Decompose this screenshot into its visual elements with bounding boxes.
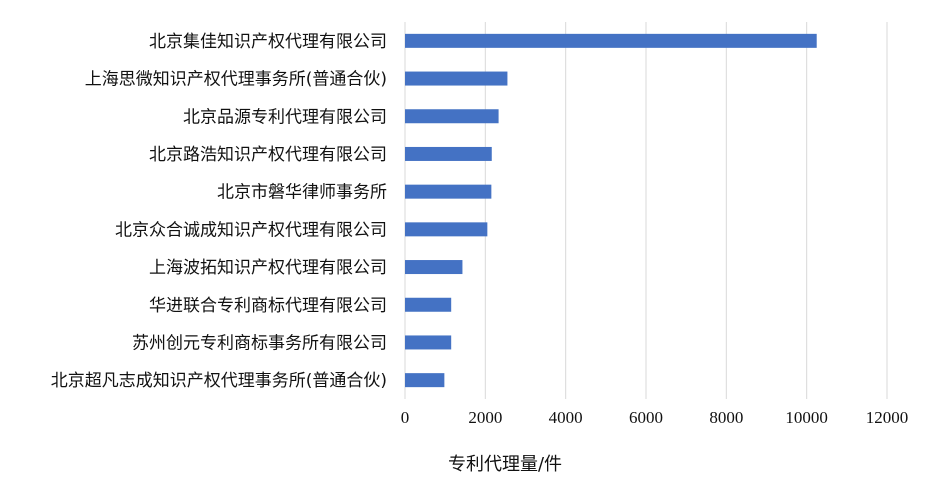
- bar: [405, 109, 499, 124]
- x-tick-label: 12000: [866, 408, 909, 427]
- category-label: 北京路浩知识产权代理有限公司: [149, 145, 387, 165]
- x-tick-label: 2000: [468, 408, 502, 427]
- category-label: 北京品源专利代理有限公司: [183, 107, 387, 127]
- x-tick-label: 8000: [709, 408, 743, 427]
- bar: [405, 335, 452, 350]
- bar: [405, 71, 508, 86]
- bar: [405, 33, 817, 48]
- x-tick-label: 10000: [785, 408, 828, 427]
- category-label: 上海思微知识产权代理事务所(普通合伙): [85, 70, 387, 90]
- category-label: 上海波拓知识产权代理有限公司: [149, 258, 387, 278]
- bar: [405, 297, 452, 312]
- x-tick-label: 6000: [629, 408, 663, 427]
- x-tick-label: 4000: [549, 408, 583, 427]
- bar: [405, 222, 488, 237]
- category-label: 北京市磐华律师事务所: [217, 183, 387, 203]
- bar: [405, 184, 492, 199]
- x-tick-labels: 0 2000 4000 6000 8000 10000 12000: [401, 408, 909, 427]
- bar: [405, 146, 492, 161]
- bar: [405, 260, 463, 275]
- category-label: 北京超凡志成知识产权代理事务所(普通合伙): [51, 371, 387, 391]
- category-label: 苏州创元专利商标事务所有限公司: [132, 333, 387, 353]
- category-label: 华进联合专利商标代理有限公司: [149, 296, 387, 316]
- category-label: 北京集佳知识产权代理有限公司: [149, 32, 387, 52]
- bars: [405, 33, 817, 388]
- category-label: 北京众合诚成知识产权代理有限公司: [115, 220, 387, 240]
- x-tick-label: 0: [401, 408, 410, 427]
- x-axis-title: 专利代理量/件: [448, 454, 562, 475]
- bar: [405, 373, 445, 388]
